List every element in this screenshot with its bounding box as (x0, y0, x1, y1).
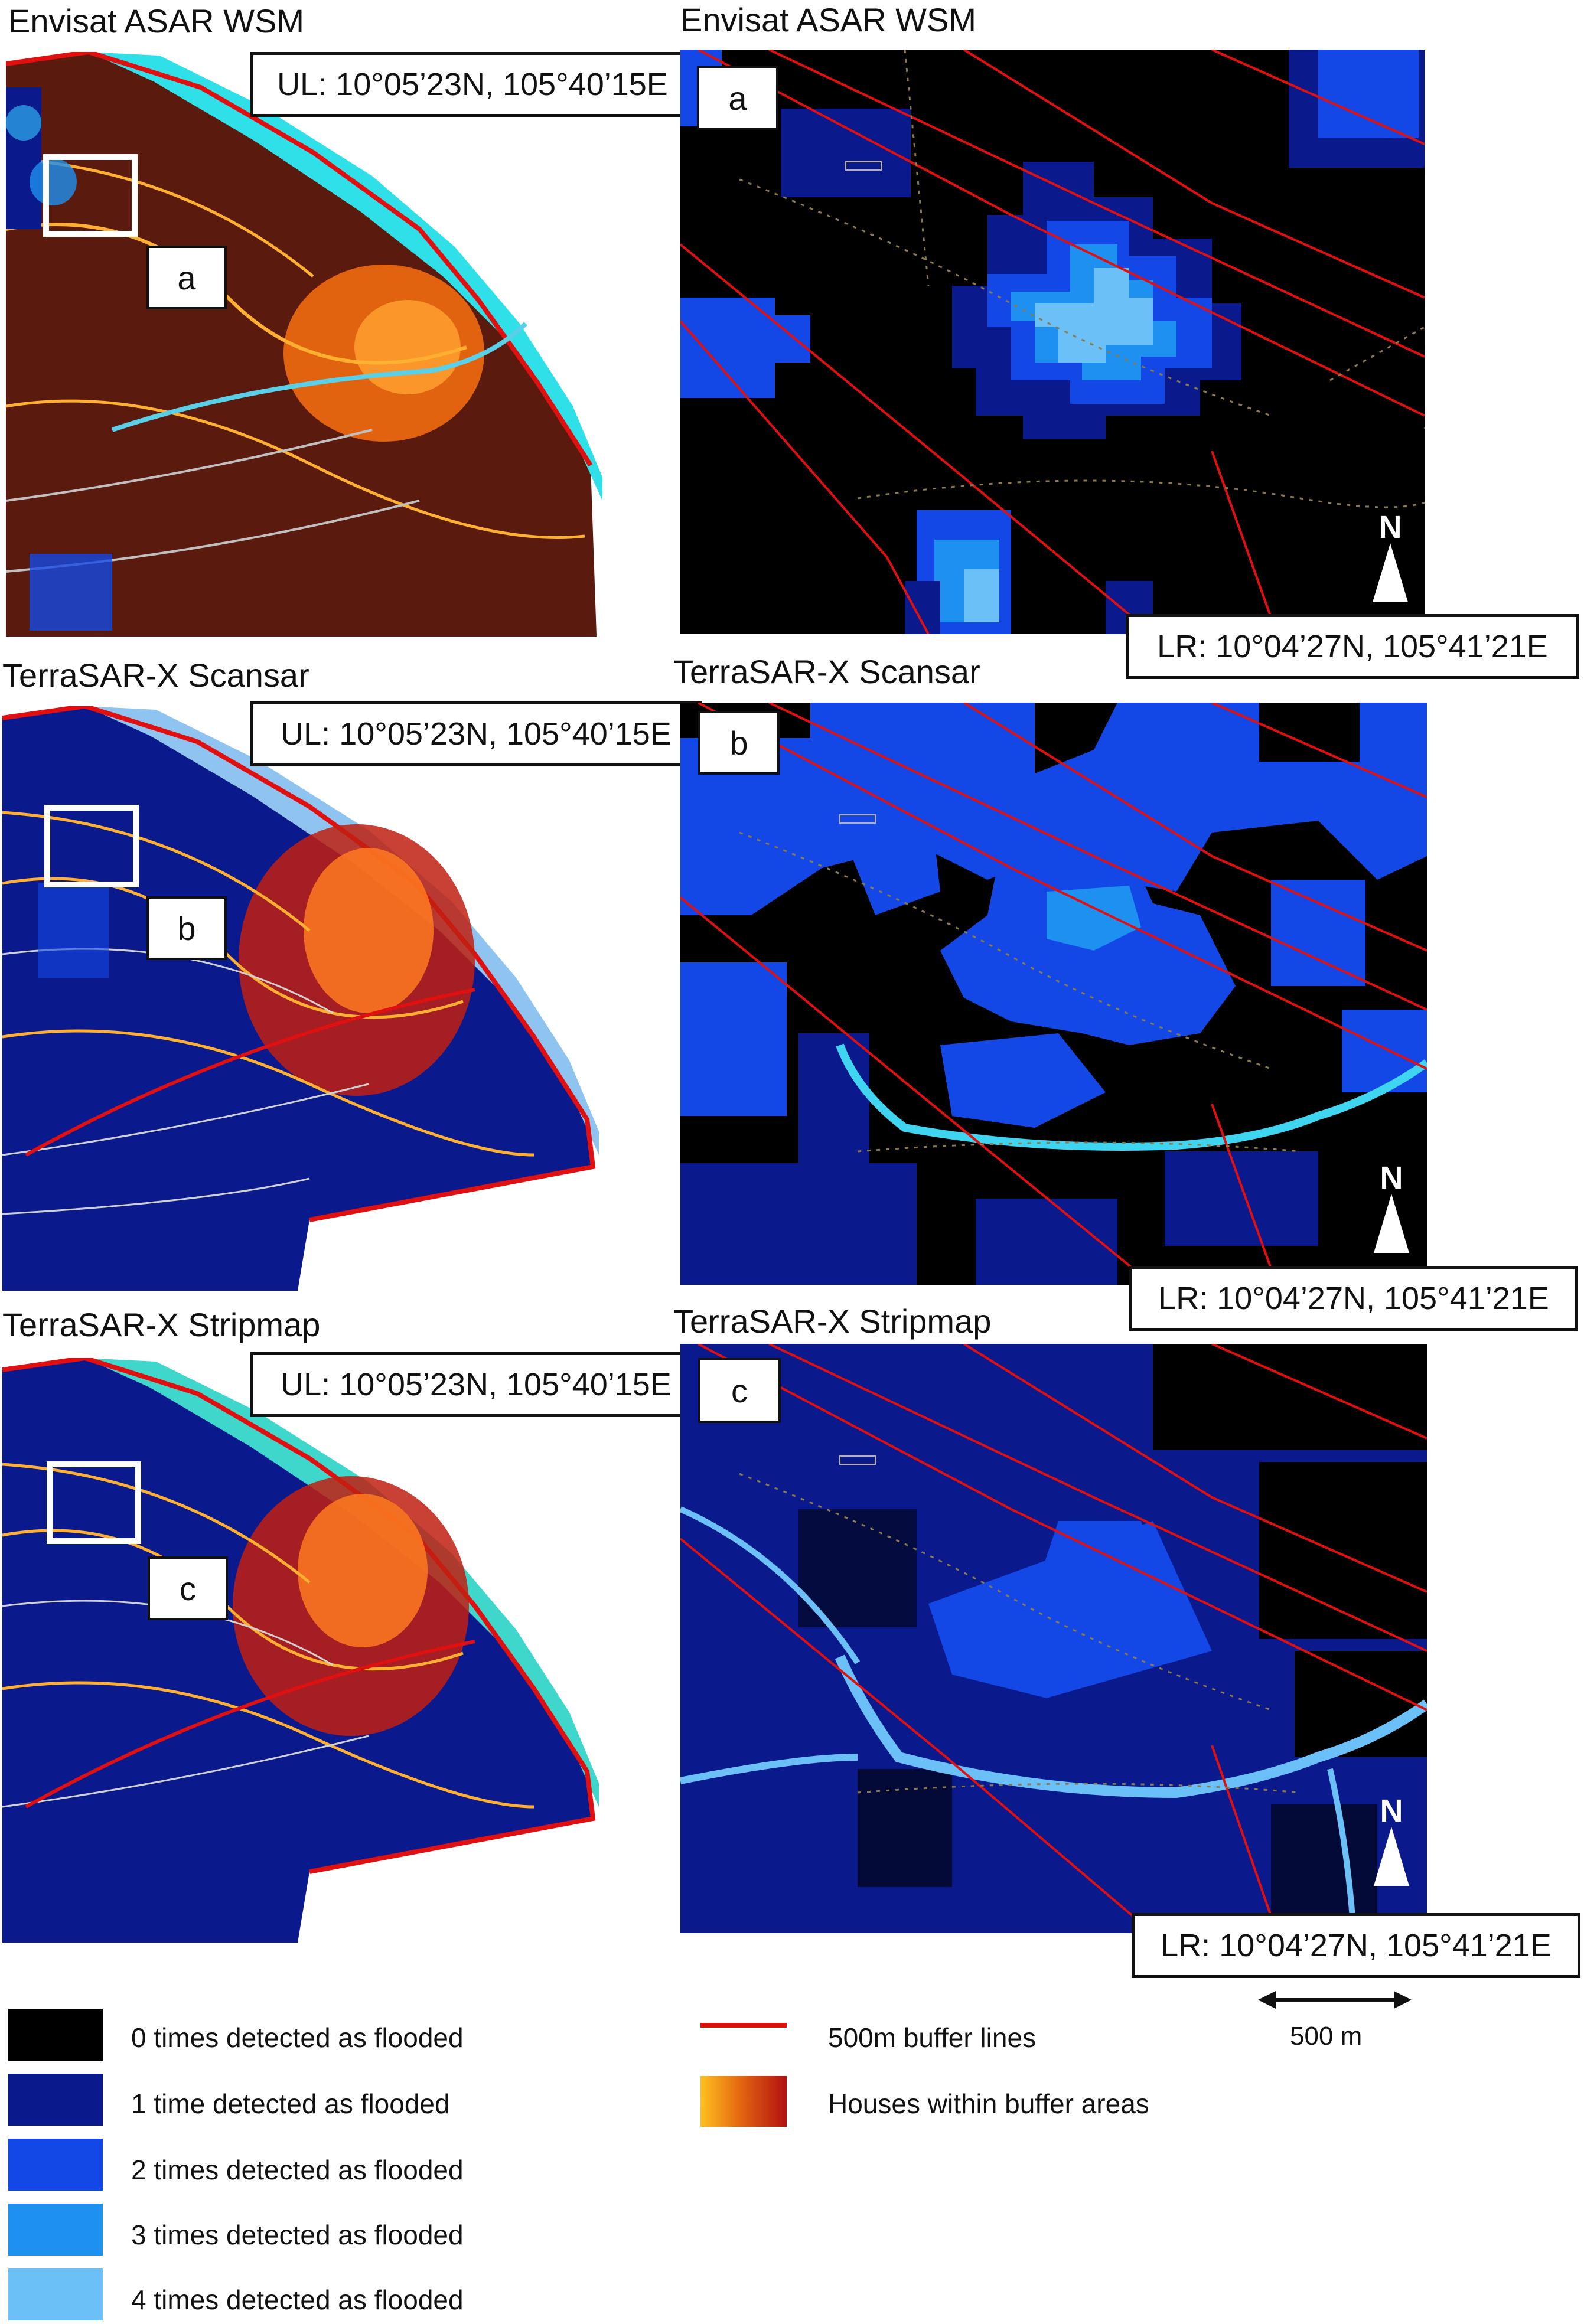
north-arrow-icon (1374, 1194, 1409, 1253)
scale-bar (1258, 1991, 1412, 2009)
north-arrow-c: N (1368, 1795, 1415, 1889)
overview-map-b (2, 706, 599, 1291)
zoom-title-b: TerraSAR-X Scansar (673, 653, 980, 690)
legend-buffer-line (700, 2023, 787, 2028)
legend-label-1: 1 time detected as flooded (131, 2088, 450, 2119)
legend-swatch-1 (8, 2074, 103, 2126)
legend-label-2: 2 times detected as flooded (131, 2155, 464, 2185)
north-arrow-icon (1373, 543, 1408, 602)
lr-coord-box-c: LR: 10°04’27N, 105°41’21E (1132, 1913, 1580, 1978)
lr-coord-box-a: LR: 10°04’27N, 105°41’21E (1126, 614, 1579, 679)
overview-inset-box-b (44, 805, 139, 887)
north-label-a: N (1378, 510, 1402, 545)
ul-coord-box-c: UL: 10°05’23N, 105°40’15E (250, 1352, 702, 1417)
north-label-b: N (1380, 1160, 1403, 1196)
zoom-map-b (680, 703, 1427, 1285)
overview-title-a: Envisat ASAR WSM (8, 2, 305, 40)
north-label-c: N (1380, 1793, 1403, 1829)
overview-title-c: TerraSAR-X Stripmap (2, 1306, 321, 1343)
overview-letter-box-a: a (146, 246, 227, 309)
zoom-map-a (680, 50, 1425, 634)
legend-swatch-3 (8, 2204, 103, 2256)
legend-houses-swatch (700, 2076, 787, 2127)
north-arrow-a: N (1367, 511, 1414, 605)
legend-swatch-4 (8, 2268, 103, 2320)
legend-label-4: 4 times detected as flooded (131, 2284, 464, 2315)
zoom-title-a: Envisat ASAR WSM (680, 1, 977, 38)
overview-inset-box-c (47, 1461, 141, 1544)
ul-coord-box-b: UL: 10°05’23N, 105°40’15E (250, 701, 702, 766)
north-arrow-icon (1374, 1827, 1409, 1886)
legend-label-0: 0 times detected as flooded (131, 2022, 464, 2053)
legend-swatch-2 (8, 2139, 103, 2191)
overview-map-c (2, 1358, 599, 1943)
legend-swatch-0 (8, 2009, 103, 2061)
legend-buffer-label: 500m buffer lines (828, 2022, 1037, 2053)
zoom-letter-box-a: a (697, 66, 778, 130)
legend-houses-label: Houses within buffer areas (828, 2088, 1149, 2119)
zoom-title-c: TerraSAR-X Stripmap (673, 1303, 992, 1340)
zoom-map-c (680, 1344, 1427, 1933)
north-arrow-b: N (1368, 1162, 1415, 1256)
overview-letter-box-c: c (148, 1556, 228, 1620)
zoom-letter-box-b: b (698, 711, 780, 775)
legend-label-3: 3 times detected as flooded (131, 2219, 464, 2250)
overview-title-b: TerraSAR-X Scansar (2, 657, 309, 694)
zoom-letter-box-c: c (698, 1358, 781, 1423)
lr-coord-box-b: LR: 10°04’27N, 105°41’21E (1129, 1266, 1578, 1331)
ul-coord-box-a: UL: 10°05’23N, 105°40’15E (250, 52, 695, 117)
overview-map-a (6, 52, 602, 637)
overview-letter-box-b: b (146, 896, 227, 960)
overview-inset-box-a (43, 154, 138, 237)
scale-bar-label: 500 m (1290, 2022, 1363, 2051)
